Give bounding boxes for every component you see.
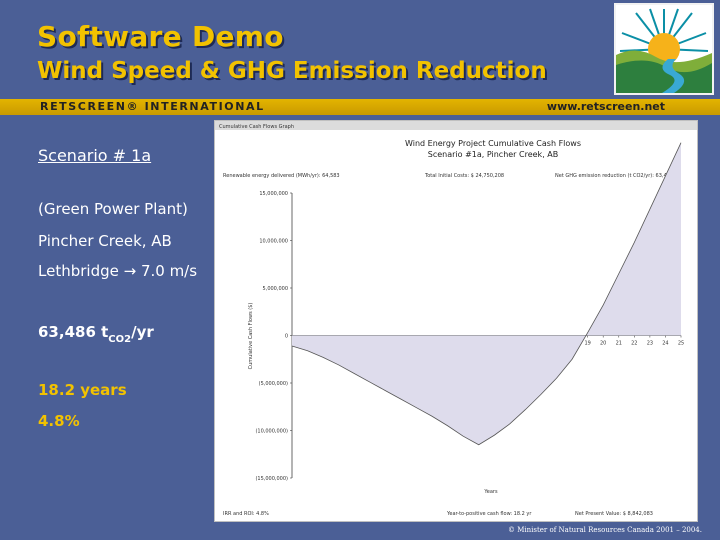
brand-name: RETSCREEN® INTERNATIONAL: [40, 100, 265, 113]
cash-flow-chart: Cumulative Cash Flows Graph Wind Energy …: [215, 121, 697, 517]
chart-title: Wind Energy Project Cumulative Cash Flow…: [405, 139, 581, 148]
chart-subtitle: Scenario #1a, Pincher Creek, AB: [428, 150, 559, 159]
emission-reduction-label: 63,486 tCO2/yr: [38, 323, 154, 345]
cash-flow-line: [291, 142, 682, 446]
irr-label: 4.8%: [38, 412, 80, 430]
slide-title: Software Demo: [37, 20, 284, 53]
logo-sun-river-icon: [616, 5, 712, 93]
retscreen-logo: [614, 3, 714, 95]
summary-npv: Net Present Value: $ 8,842,083: [575, 511, 653, 517]
copyright-notice: © Minister of Natural Resources Canada 2…: [508, 526, 702, 534]
summary-ghg: Net GHG emission reduction (t CO2/yr): 6…: [555, 173, 673, 179]
y-tick-label: 10,000,000: [259, 239, 288, 245]
website-url[interactable]: www.retscreen.net: [546, 100, 665, 113]
x-tick-label: 19: [584, 341, 590, 347]
x-tick-label: 25: [678, 341, 684, 347]
x-tick-label: 21: [616, 341, 622, 347]
y-tick-label: 0: [285, 334, 288, 340]
scenario-label: Scenario # 1a: [38, 146, 152, 165]
payback-label: 18.2 years: [38, 381, 127, 399]
slide-subtitle: Wind Speed & GHG Emission Reduction: [37, 58, 547, 84]
y-tick-label: (15,000,000): [255, 476, 288, 482]
chart-window-caption: Cumulative Cash Flows Graph: [219, 124, 294, 130]
x-tick-label: 23: [647, 341, 653, 347]
x-tick-label: 22: [631, 341, 637, 347]
summary-initial-costs: Total Initial Costs: $ 24,750,208: [424, 173, 504, 179]
cash-flow-area: [292, 142, 681, 445]
summary-irr: IRR and ROI: 4.8%: [223, 511, 269, 517]
x-tick-label: 24: [662, 341, 668, 347]
x-tick-label: 20: [600, 341, 606, 347]
brand-band: RETSCREEN® INTERNATIONAL www.retscreen.n…: [0, 99, 720, 115]
y-tick-label: (10,000,000): [255, 429, 288, 435]
location-label: Pincher Creek, AB: [38, 232, 172, 250]
y-tick-label: 15,000,000: [259, 191, 288, 197]
y-axis-label: Cumulative Cash Flows ($): [248, 303, 254, 370]
plant-type-label: (Green Power Plant): [38, 200, 188, 218]
summary-energy: Renewable energy delivered (MWh/yr): 64,…: [223, 173, 340, 179]
summary-payback: Year-to-positive cash flow: 18.2 yr: [446, 511, 532, 517]
y-tick-label: (5,000,000): [259, 381, 288, 387]
x-axis-label: Years: [483, 489, 498, 495]
y-tick-label: 5,000,000: [263, 286, 288, 292]
reference-wind-label: Lethbridge → 7.0 m/s: [38, 262, 198, 280]
cash-flow-chart-window: Cumulative Cash Flows Graph Wind Energy …: [214, 120, 698, 522]
